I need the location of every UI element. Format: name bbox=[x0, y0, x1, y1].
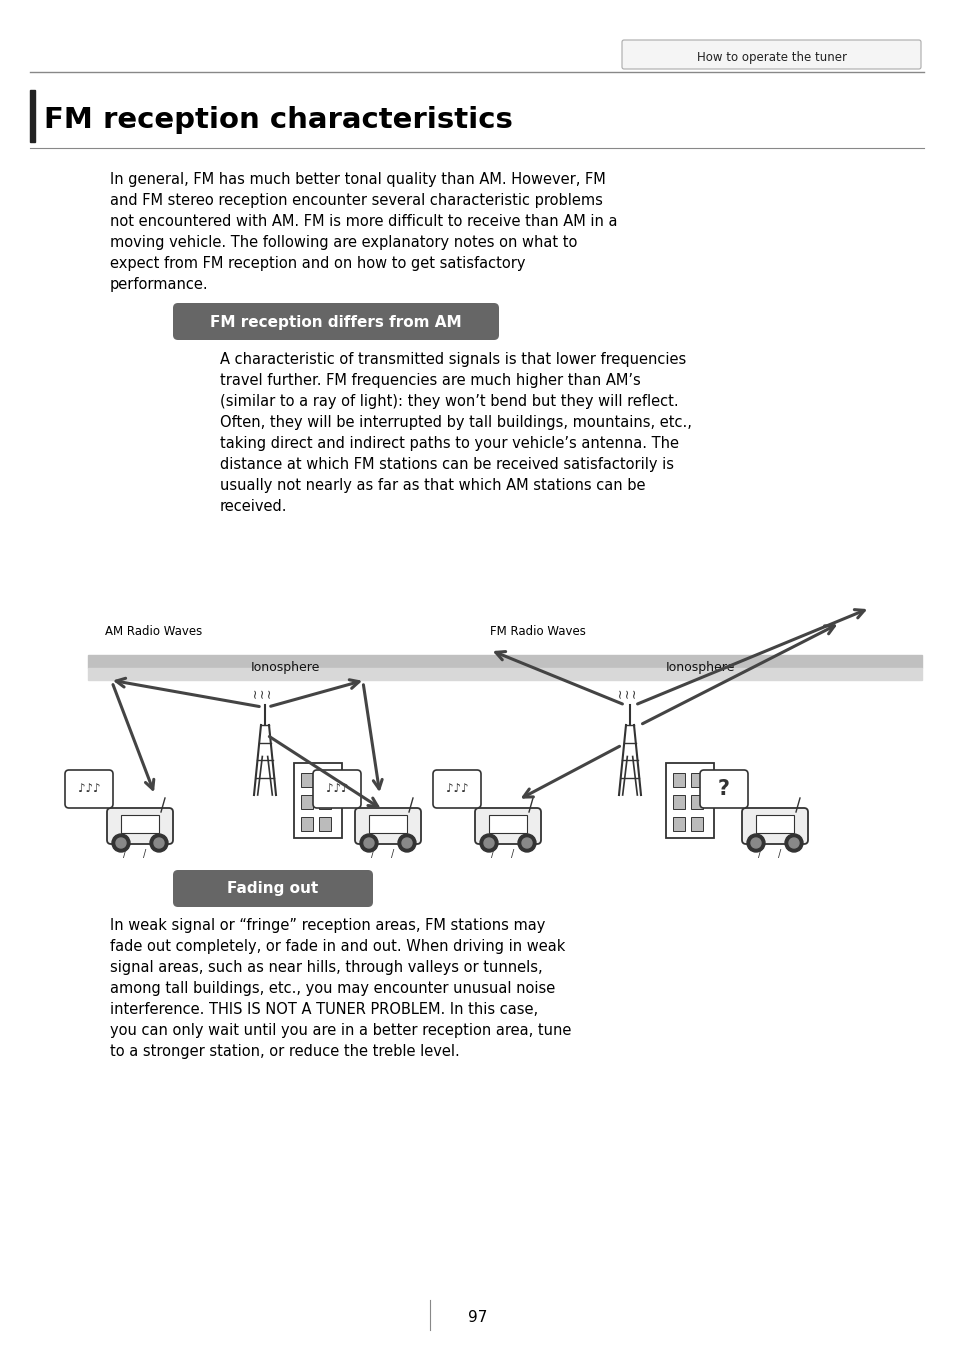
Text: ∼: ∼ bbox=[613, 688, 626, 698]
FancyBboxPatch shape bbox=[741, 808, 807, 844]
Text: /: / bbox=[758, 850, 760, 859]
FancyBboxPatch shape bbox=[65, 770, 112, 808]
Text: ∼: ∼ bbox=[262, 688, 275, 698]
Bar bbox=[672, 795, 684, 809]
Text: fade out completely, or fade in and out. When driving in weak: fade out completely, or fade in and out.… bbox=[110, 939, 565, 954]
Bar bbox=[665, 763, 713, 837]
Bar bbox=[690, 772, 702, 787]
Text: ∼: ∼ bbox=[627, 688, 639, 698]
Text: ♪♪♪: ♪♪♪ bbox=[325, 782, 348, 795]
Bar bbox=[88, 654, 921, 668]
Circle shape bbox=[359, 833, 377, 852]
FancyBboxPatch shape bbox=[475, 808, 540, 844]
Text: signal areas, such as near hills, through valleys or tunnels,: signal areas, such as near hills, throug… bbox=[110, 959, 542, 976]
Text: Ionosphere: Ionosphere bbox=[664, 661, 734, 673]
FancyBboxPatch shape bbox=[700, 770, 747, 808]
Text: (similar to a ray of light): they won’t bend but they will reflect.: (similar to a ray of light): they won’t … bbox=[220, 394, 678, 409]
Text: Fading out: Fading out bbox=[227, 882, 318, 897]
FancyBboxPatch shape bbox=[313, 770, 360, 808]
Text: In weak signal or “fringe” reception areas, FM stations may: In weak signal or “fringe” reception are… bbox=[110, 917, 545, 934]
Text: to a stronger station, or reduce the treble level.: to a stronger station, or reduce the tre… bbox=[110, 1043, 459, 1060]
Text: ♪♪♪: ♪♪♪ bbox=[445, 782, 468, 795]
Text: Ionosphere: Ionosphere bbox=[250, 661, 319, 673]
Text: Often, they will be interrupted by tall buildings, mountains, etc.,: Often, they will be interrupted by tall … bbox=[220, 415, 691, 430]
Bar bbox=[672, 817, 684, 831]
Bar bbox=[301, 795, 313, 809]
Text: 97: 97 bbox=[468, 1310, 487, 1325]
Text: In general, FM has much better tonal quality than AM. However, FM: In general, FM has much better tonal qua… bbox=[110, 172, 605, 187]
Text: moving vehicle. The following are explanatory notes on what to: moving vehicle. The following are explan… bbox=[110, 234, 577, 251]
Text: interference. THIS IS NOT A TUNER PROBLEM. In this case,: interference. THIS IS NOT A TUNER PROBLE… bbox=[110, 1001, 537, 1018]
Circle shape bbox=[746, 833, 764, 852]
Bar bbox=[755, 814, 793, 833]
Bar bbox=[690, 795, 702, 809]
Circle shape bbox=[521, 837, 532, 848]
Text: usually not nearly as far as that which AM stations can be: usually not nearly as far as that which … bbox=[220, 478, 645, 493]
Circle shape bbox=[153, 837, 164, 848]
Circle shape bbox=[116, 837, 126, 848]
Bar bbox=[88, 668, 921, 680]
Text: A characteristic of transmitted signals is that lower frequencies: A characteristic of transmitted signals … bbox=[220, 352, 685, 367]
Text: ∼: ∼ bbox=[248, 688, 261, 698]
FancyBboxPatch shape bbox=[172, 304, 498, 340]
FancyBboxPatch shape bbox=[433, 770, 480, 808]
FancyBboxPatch shape bbox=[107, 808, 172, 844]
Bar bbox=[301, 772, 313, 787]
Circle shape bbox=[401, 837, 412, 848]
Bar bbox=[369, 814, 407, 833]
Text: travel further. FM frequencies are much higher than AM’s: travel further. FM frequencies are much … bbox=[220, 373, 640, 388]
Bar bbox=[690, 817, 702, 831]
Text: /: / bbox=[778, 850, 781, 859]
Text: received.: received. bbox=[220, 499, 287, 514]
Text: AM Radio Waves: AM Radio Waves bbox=[105, 625, 202, 638]
Text: among tall buildings, etc., you may encounter unusual noise: among tall buildings, etc., you may enco… bbox=[110, 981, 555, 996]
Bar bbox=[121, 814, 159, 833]
Circle shape bbox=[784, 833, 802, 852]
Text: ∼: ∼ bbox=[255, 688, 268, 698]
Text: /: / bbox=[391, 850, 395, 859]
Bar bbox=[318, 772, 331, 787]
Text: ♪♪♪: ♪♪♪ bbox=[77, 782, 100, 795]
Text: expect from FM reception and on how to get satisfactory: expect from FM reception and on how to g… bbox=[110, 256, 525, 271]
Circle shape bbox=[397, 833, 416, 852]
FancyBboxPatch shape bbox=[621, 41, 920, 69]
Text: you can only wait until you are in a better reception area, tune: you can only wait until you are in a bet… bbox=[110, 1023, 571, 1038]
Bar bbox=[30, 89, 35, 142]
FancyBboxPatch shape bbox=[172, 870, 373, 906]
Bar bbox=[672, 772, 684, 787]
Circle shape bbox=[788, 837, 799, 848]
Text: taking direct and indirect paths to your vehicle’s antenna. The: taking direct and indirect paths to your… bbox=[220, 436, 679, 451]
Circle shape bbox=[112, 833, 130, 852]
Text: FM reception characteristics: FM reception characteristics bbox=[44, 106, 513, 134]
Circle shape bbox=[517, 833, 536, 852]
Text: /: / bbox=[371, 850, 375, 859]
Text: FM Radio Waves: FM Radio Waves bbox=[490, 625, 585, 638]
Circle shape bbox=[150, 833, 168, 852]
Circle shape bbox=[364, 837, 374, 848]
Text: /: / bbox=[491, 850, 494, 859]
Text: /: / bbox=[511, 850, 514, 859]
Text: /: / bbox=[143, 850, 147, 859]
Circle shape bbox=[479, 833, 497, 852]
Text: distance at which FM stations can be received satisfactorily is: distance at which FM stations can be rec… bbox=[220, 457, 673, 472]
Text: ?: ? bbox=[718, 779, 729, 799]
Circle shape bbox=[750, 837, 760, 848]
Bar bbox=[294, 763, 341, 837]
Circle shape bbox=[483, 837, 494, 848]
Text: not encountered with AM. FM is more difficult to receive than AM in a: not encountered with AM. FM is more diff… bbox=[110, 214, 617, 229]
Text: /: / bbox=[123, 850, 127, 859]
Text: and FM stereo reception encounter several characteristic problems: and FM stereo reception encounter severa… bbox=[110, 192, 602, 209]
Text: ∼: ∼ bbox=[619, 688, 633, 698]
Text: performance.: performance. bbox=[110, 276, 209, 291]
Text: FM reception differs from AM: FM reception differs from AM bbox=[210, 314, 461, 329]
Bar bbox=[489, 814, 526, 833]
FancyBboxPatch shape bbox=[355, 808, 420, 844]
Text: How to operate the tuner: How to operate the tuner bbox=[697, 50, 846, 64]
Bar bbox=[301, 817, 313, 831]
Bar bbox=[318, 817, 331, 831]
Bar bbox=[318, 795, 331, 809]
